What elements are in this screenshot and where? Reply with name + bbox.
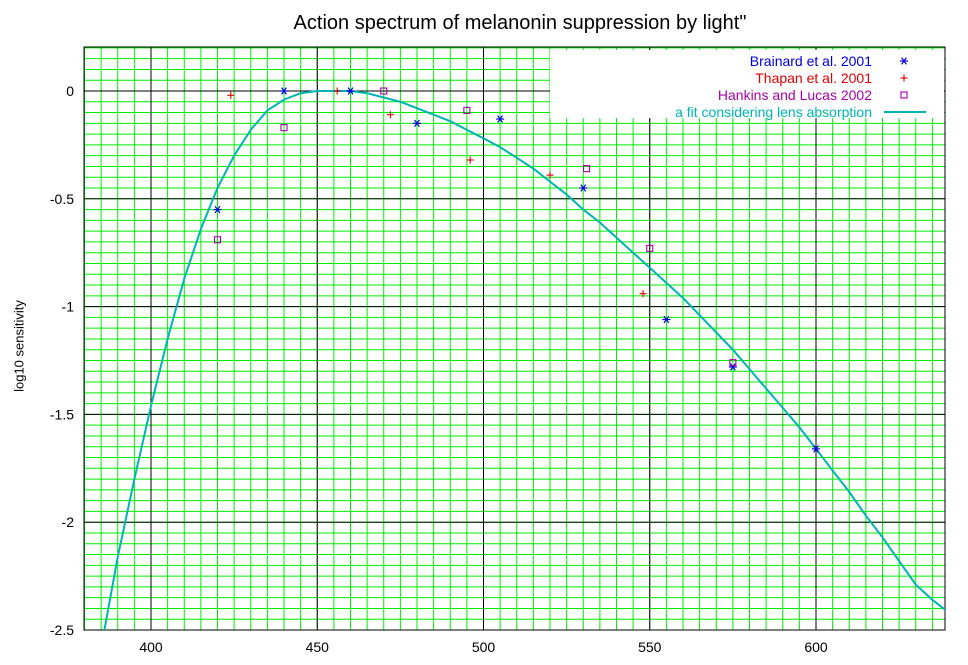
data-point-brainard xyxy=(213,205,222,214)
data-point-hankins xyxy=(280,124,288,132)
legend-swatch-brainard xyxy=(900,57,908,65)
data-point-hankins xyxy=(729,359,737,367)
data-point-thapan xyxy=(227,91,235,99)
y-tick-label: -2.5 xyxy=(50,622,74,638)
data-point-hankins xyxy=(463,106,471,114)
legend-swatch-thapan xyxy=(900,74,908,82)
data-point-thapan xyxy=(466,156,474,164)
data-point-thapan xyxy=(639,290,647,298)
data-point-thapan xyxy=(386,111,394,119)
y-tick-label: -2 xyxy=(62,514,75,530)
data-point-thapan xyxy=(546,171,554,179)
x-tick-label: 450 xyxy=(306,639,330,655)
legend-label-hankins: Hankins and Lucas 2002 xyxy=(718,87,872,103)
legend-label-brainard: Brainard et al. 2001 xyxy=(750,53,872,69)
data-point-hankins xyxy=(380,87,388,95)
data-point-brainard xyxy=(579,184,588,192)
data-point-hankins xyxy=(213,236,222,244)
grid xyxy=(83,46,946,631)
y-tick-label: -1 xyxy=(62,299,75,315)
data-point-brainard xyxy=(280,87,288,95)
data-point-brainard xyxy=(662,315,671,324)
data-point-brainard xyxy=(413,119,421,128)
data-point-brainard xyxy=(728,363,737,371)
data-point-hankins xyxy=(583,165,591,173)
legend-label-fit: a fit considering lens absorption xyxy=(675,104,872,120)
chart-title: Action spectrum of melanonin suppression… xyxy=(293,12,747,34)
legend-label-thapan: Thapan et al. 2001 xyxy=(755,70,872,86)
x-tick-label: 400 xyxy=(139,639,163,655)
plot-frame xyxy=(83,46,946,631)
data-point-brainard xyxy=(812,445,820,453)
x-tick-label: 500 xyxy=(472,639,496,655)
legend-swatch-hankins xyxy=(900,91,908,99)
data-point-brainard xyxy=(346,87,355,95)
data-point-hankins xyxy=(646,244,654,252)
x-tick-label: 550 xyxy=(638,639,662,655)
y-tick-label: 0 xyxy=(66,83,74,99)
tick-labels: 400 450 500 550 600 0 -0.5 -1 -1.5 -2 -2.5 xyxy=(50,83,828,655)
x-tick-label: 600 xyxy=(804,639,828,655)
data-layer xyxy=(103,87,945,630)
series-line-fit xyxy=(103,90,945,630)
data-point-thapan xyxy=(333,87,341,95)
y-tick-label: -0.5 xyxy=(50,191,74,207)
y-tick-label: -1.5 xyxy=(50,406,74,422)
legend-box xyxy=(550,50,944,118)
data-point-brainard xyxy=(496,115,505,123)
